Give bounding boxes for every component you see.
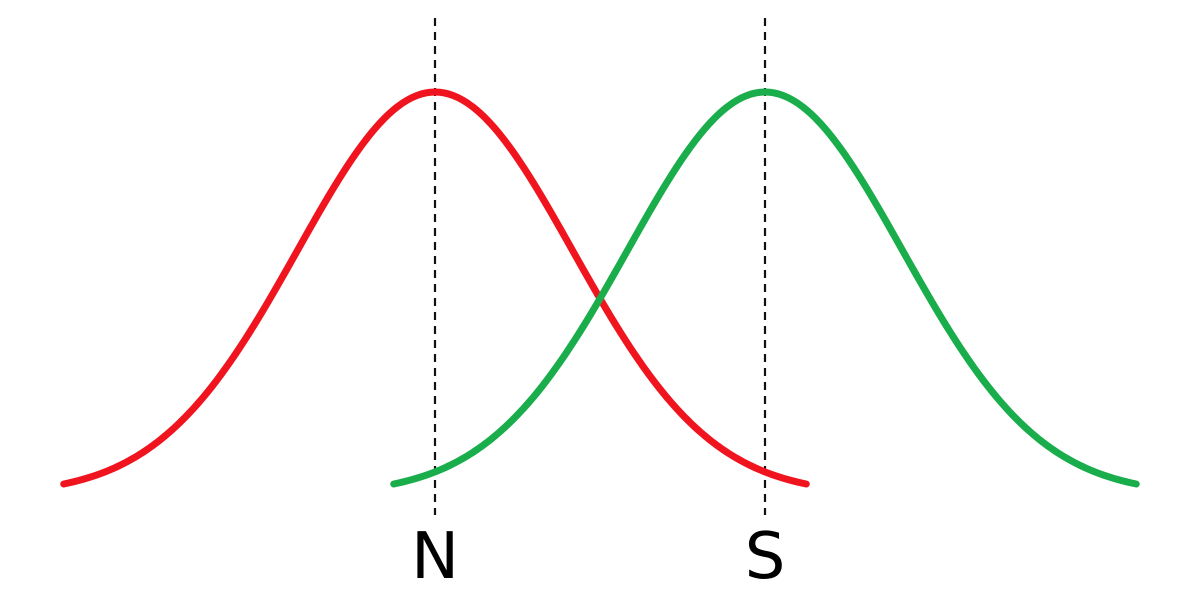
signal-distribution-curve — [390, 88, 1140, 488]
signal-label: S — [745, 520, 786, 594]
noise-distribution-curve — [60, 88, 810, 488]
noise-label: N — [411, 520, 459, 594]
